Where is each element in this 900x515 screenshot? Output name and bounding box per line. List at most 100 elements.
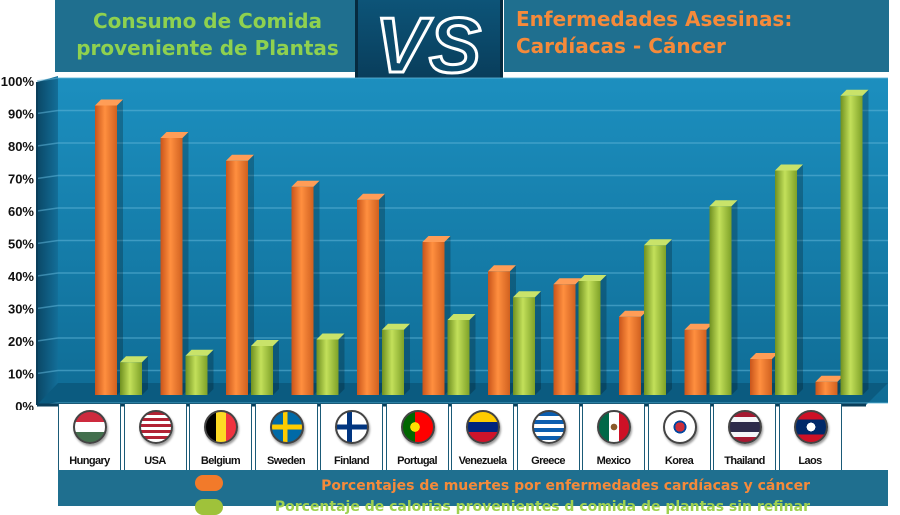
bar-deaths — [226, 160, 248, 395]
y-tick-label: 40% — [8, 269, 34, 284]
bar-plant-calories-top — [447, 314, 476, 320]
gridline-side — [36, 239, 59, 245]
bar-plant-calories-top — [578, 275, 607, 281]
bar-plant-calories — [775, 170, 797, 395]
bar-plant-calories-top — [185, 349, 214, 356]
bar-deaths-top — [160, 132, 189, 138]
bar-deaths — [750, 359, 772, 395]
venezuela-flag-icon — [466, 410, 500, 444]
bar-plant-calories-top — [840, 89, 869, 96]
chart-side-wall — [37, 76, 58, 405]
country-cell: Mexico — [582, 403, 645, 471]
bar-plant-calories-side — [273, 340, 279, 395]
bar-plant-calories — [316, 339, 339, 395]
gridline-side — [36, 109, 59, 115]
y-tick-label: 70% — [8, 172, 34, 187]
gridline-side — [36, 337, 59, 342]
bar-plant-calories-side — [862, 89, 869, 395]
y-tick-label: 0% — [15, 399, 34, 410]
country-cell: Laos — [778, 403, 842, 471]
x-tick-label: Mexico — [596, 455, 631, 467]
bar-deaths-top — [226, 154, 254, 161]
thailand-flag-icon — [728, 410, 762, 444]
bar-plant-calories-side — [338, 333, 345, 395]
bar-plant-calories — [709, 206, 732, 395]
vs-emblem: VS — [355, 0, 503, 93]
bar-plant-calories-top — [513, 291, 541, 298]
bar-deaths — [357, 199, 379, 395]
bar-deaths — [95, 105, 117, 395]
bar-plant-calories-top — [382, 323, 410, 330]
bar-chart: 0% 10% 20% 30% 40% 50% 60% 70% 80% 90% 100% — [1, 74, 888, 410]
country-cell: Korea — [647, 403, 711, 471]
finland-flag-icon — [335, 410, 369, 444]
bar-deaths-top — [291, 180, 320, 187]
bar-deaths — [553, 284, 576, 395]
left-title-line1: Consumo de Comida — [92, 9, 323, 33]
bar-plant-calories — [185, 355, 208, 395]
bar-deaths-top — [357, 193, 385, 200]
bar-deaths-top — [95, 99, 123, 106]
legend-label-green: Porcentaje de calorias provenientes d co… — [274, 499, 810, 515]
hungary-flag-icon — [73, 410, 107, 444]
bar-plant-calories — [382, 329, 404, 395]
bar-deaths — [815, 381, 838, 395]
bar-plant-calories-top — [120, 356, 148, 363]
bar-deaths-top — [422, 236, 451, 242]
bar-plant-calories-top — [316, 333, 345, 340]
y-tick-label: 100% — [1, 74, 35, 89]
right-title: Enfermedades Asesinas: Cardíacas - Cánce… — [516, 6, 886, 60]
x-tick-label: Portugal — [397, 455, 437, 467]
bar-deaths — [160, 138, 183, 395]
bar-plant-calories — [644, 245, 666, 395]
x-tick-label: Korea — [664, 455, 694, 467]
mexico-flag-icon — [597, 410, 631, 444]
usa-flag-icon — [138, 410, 173, 444]
bar-plant-calories-side — [797, 164, 803, 395]
right-title-line1: Enfermedades Asesinas: — [516, 7, 793, 31]
y-tick-label: 50% — [8, 237, 34, 252]
legend-swatch-orange — [195, 475, 223, 491]
x-tick-label: Hungary — [69, 455, 110, 467]
x-tick-label: Finland — [334, 455, 370, 467]
bar-deaths — [619, 316, 641, 395]
gridline-side — [36, 207, 59, 212]
bar-plant-calories-side — [142, 356, 148, 395]
gridline-side — [36, 369, 59, 375]
left-title: Consumo de Comida proveniente de Plantas — [65, 8, 350, 62]
bar-plant-calories-side — [404, 323, 410, 395]
bar-plant-calories-side — [207, 349, 214, 395]
country-cell: Finland — [320, 403, 383, 471]
gridline-side — [36, 77, 59, 82]
bar-deaths-side — [248, 154, 254, 395]
y-tick-label: 10% — [8, 367, 34, 382]
bar-deaths-top — [684, 323, 713, 330]
x-tick-label: Greece — [531, 455, 565, 467]
x-tick-label: Venezuela — [458, 455, 507, 467]
country-cell: Belgium — [189, 403, 252, 471]
laos-flag-icon — [793, 410, 828, 444]
bar-plant-calories-side — [731, 200, 738, 395]
bar-plant-calories-side — [535, 291, 541, 395]
bar-plant-calories — [251, 346, 273, 395]
header-right-band — [504, 0, 889, 72]
bar-deaths — [684, 329, 707, 395]
bar-deaths-top — [553, 278, 582, 285]
y-tick-label: 90% — [8, 107, 34, 122]
y-tick-label: 80% — [8, 139, 34, 154]
x-tick-label: Thailand — [724, 455, 765, 467]
right-title-line2: Cardíacas - Cáncer — [516, 34, 726, 58]
country-cell: Portugal — [385, 403, 449, 471]
bar-plant-calories-side — [600, 275, 607, 395]
y-tick-label: 20% — [8, 334, 34, 349]
gridline-side — [36, 272, 59, 277]
y-tick-label: 30% — [8, 302, 34, 317]
gridline-side — [36, 174, 59, 180]
gridline-side — [36, 304, 59, 310]
bar-deaths — [291, 186, 314, 395]
country-cell: USA — [123, 403, 187, 471]
bar-deaths — [488, 271, 510, 395]
bar-plant-calories-top — [775, 164, 803, 171]
country-cell: Thailand — [713, 403, 776, 471]
country-cell: Hungary — [58, 403, 121, 471]
